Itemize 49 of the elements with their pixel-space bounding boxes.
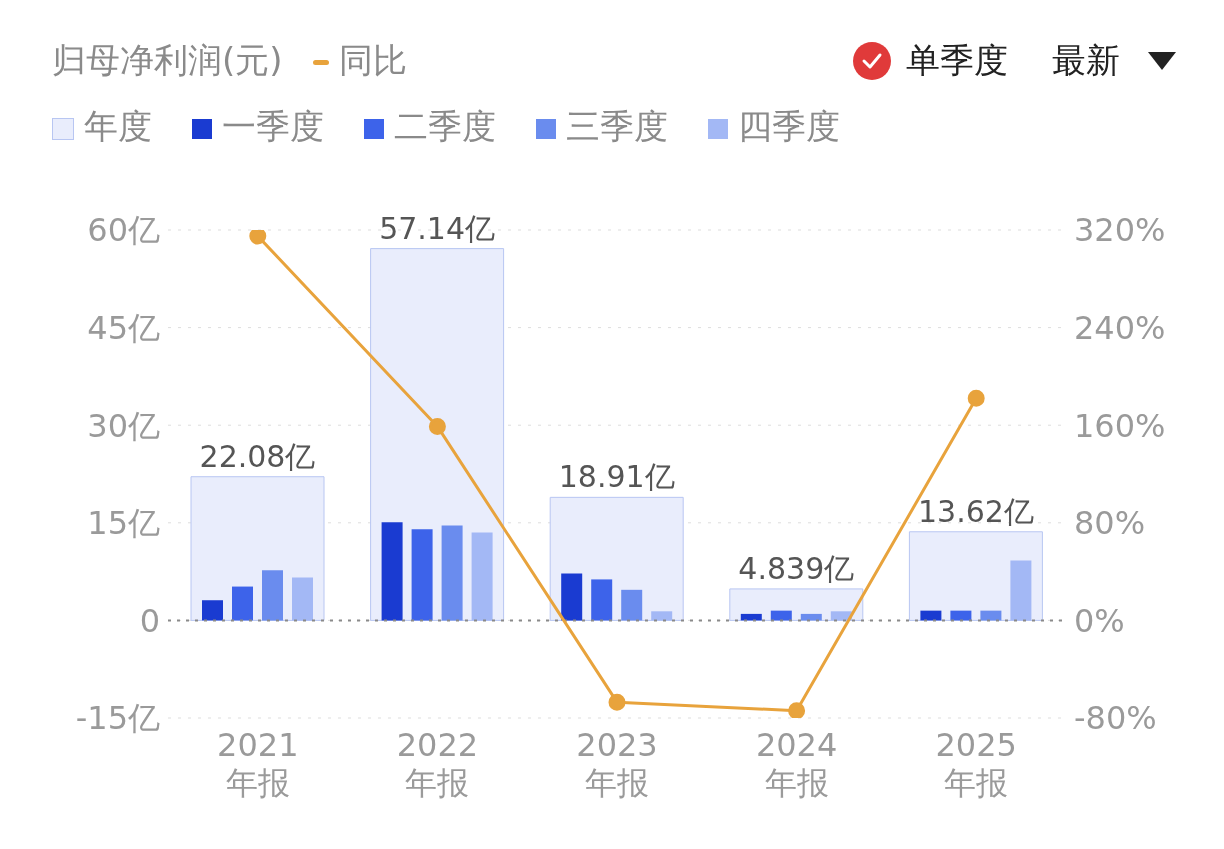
bar	[202, 600, 223, 621]
x-tick-label: 2021 年报	[217, 726, 299, 802]
bar	[561, 573, 583, 621]
data-label: 22.08亿	[199, 438, 316, 474]
y-tick-label: 45亿	[87, 308, 160, 347]
y-tick-label: 0	[139, 601, 160, 640]
bar	[621, 589, 643, 621]
legend-label: 一季度	[221, 105, 324, 148]
bar	[232, 586, 253, 621]
y-tick-label: -15亿	[75, 699, 160, 738]
legend-label: 年度	[83, 105, 152, 148]
point	[788, 702, 806, 718]
y2-tick-label: 80%	[1074, 504, 1146, 543]
x-tick-label: 2023 年报	[576, 726, 658, 802]
y2-tick-label: 240%	[1074, 308, 1166, 347]
bar	[591, 579, 613, 621]
bar	[651, 611, 673, 621]
point	[608, 693, 626, 711]
bar	[292, 577, 313, 621]
data-label: 57.14亿	[379, 210, 496, 246]
y-tick-label: 30亿	[87, 406, 160, 445]
legend-label: 三季度	[565, 105, 668, 148]
point	[428, 417, 446, 435]
legend-label: 四季度	[737, 105, 840, 148]
y2-tick-label: 320%	[1074, 211, 1166, 250]
bar	[441, 525, 463, 621]
text: 最新	[1052, 39, 1120, 82]
data-label: 13.62亿	[917, 493, 1034, 529]
legend-label: 二季度	[393, 105, 496, 148]
bar	[262, 570, 283, 621]
x-tick-label: 2025 年报	[935, 726, 1017, 802]
legend-label: 同比	[337, 39, 407, 82]
y-tick-label: 15亿	[87, 504, 160, 543]
x-tick-label: 2022 年报	[396, 726, 479, 802]
bar	[471, 532, 493, 621]
bar	[411, 529, 433, 621]
data-label: 18.91亿	[558, 459, 675, 495]
x-tick-label: 2024 年报	[755, 726, 838, 802]
chart-title: 归母净利润(元)	[52, 39, 283, 82]
text: 单季度	[906, 39, 1008, 82]
y2-tick-label: 0%	[1074, 601, 1125, 640]
point	[249, 230, 267, 245]
y-tick-label: 60亿	[87, 211, 160, 250]
y2-tick-label: 160%	[1074, 406, 1166, 445]
y2-tick-label: -80%	[1074, 699, 1157, 738]
data-label: 4.839亿	[738, 550, 855, 586]
bar	[1010, 560, 1032, 621]
bar	[381, 522, 403, 621]
point	[967, 389, 985, 407]
